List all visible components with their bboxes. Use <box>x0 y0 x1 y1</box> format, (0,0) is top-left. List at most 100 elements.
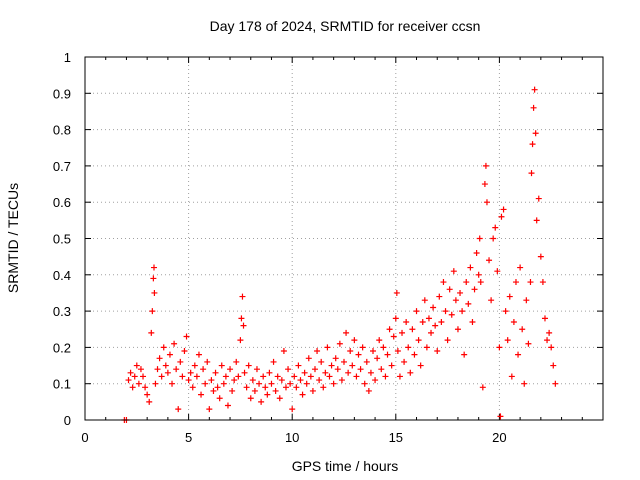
data-point <box>295 362 302 369</box>
data-point <box>353 373 360 380</box>
data-point <box>496 344 503 351</box>
data-point <box>405 344 412 351</box>
data-point <box>179 373 186 380</box>
data-point <box>483 199 490 206</box>
data-point <box>189 384 196 391</box>
data-point <box>454 326 461 333</box>
data-point <box>528 170 535 177</box>
data-point <box>510 318 517 325</box>
y-tick-label: 0 <box>64 413 71 428</box>
data-point <box>220 380 227 387</box>
x-tick-label: 5 <box>185 430 192 445</box>
data-point <box>262 384 269 391</box>
x-tick-labels: 0 5 10 15 20 <box>81 430 506 445</box>
data-point <box>527 279 534 286</box>
y-tick-label: 0.3 <box>53 304 71 319</box>
data-point <box>222 373 229 380</box>
data-point <box>316 377 323 384</box>
data-point <box>235 373 242 380</box>
data-point <box>421 297 428 304</box>
data-point <box>529 141 536 148</box>
data-point <box>440 279 447 286</box>
y-tick-label: 0.9 <box>53 86 71 101</box>
data-point <box>208 377 215 384</box>
data-point <box>365 387 372 394</box>
data-point <box>272 387 279 394</box>
data-point <box>195 351 202 358</box>
data-point <box>425 315 432 322</box>
data-point <box>530 104 537 111</box>
data-point <box>326 373 333 380</box>
data-point <box>287 380 294 387</box>
data-point <box>140 373 147 380</box>
data-point <box>442 308 449 315</box>
data-point <box>411 351 418 358</box>
data-point <box>314 348 321 355</box>
data-point <box>301 369 308 376</box>
data-point <box>438 318 445 325</box>
data-point <box>349 362 356 369</box>
x-tick-label: 20 <box>492 430 506 445</box>
data-point <box>299 391 306 398</box>
data-point <box>390 333 397 340</box>
data-point <box>330 380 337 387</box>
data-point <box>490 235 497 242</box>
data-point <box>535 195 542 202</box>
data-point <box>396 373 403 380</box>
data-point <box>303 380 310 387</box>
data-point <box>249 377 256 384</box>
data-point <box>160 344 167 351</box>
data-point <box>392 315 399 322</box>
data-point <box>276 395 283 402</box>
data-point <box>151 289 158 296</box>
x-tick-label: 15 <box>389 430 403 445</box>
data-point <box>384 351 391 358</box>
data-point <box>338 377 345 384</box>
data-points <box>121 86 559 423</box>
data-point <box>166 351 173 358</box>
data-point <box>345 369 352 376</box>
data-point <box>324 344 331 351</box>
data-point <box>245 362 252 369</box>
data-point <box>264 391 271 398</box>
data-point <box>452 297 459 304</box>
x-tick-label: 10 <box>285 430 299 445</box>
data-point <box>148 329 155 336</box>
data-point <box>185 377 192 384</box>
data-point <box>533 217 540 224</box>
data-point <box>229 387 236 394</box>
data-point <box>376 337 383 344</box>
data-point <box>539 279 546 286</box>
data-point <box>125 377 132 384</box>
data-point <box>282 384 289 391</box>
data-point <box>434 348 441 355</box>
data-point <box>459 308 466 315</box>
data-point <box>240 322 247 329</box>
data-point <box>481 181 488 188</box>
data-point <box>164 369 171 376</box>
data-point <box>191 362 198 369</box>
data-point <box>150 264 157 271</box>
data-point <box>504 337 511 344</box>
data-point <box>237 337 244 344</box>
data-point <box>544 337 551 344</box>
data-point <box>322 369 329 376</box>
data-point <box>407 369 414 376</box>
data-point <box>473 250 480 257</box>
data-point <box>363 358 370 365</box>
data-point <box>492 224 499 231</box>
data-point <box>476 235 483 242</box>
y-tick-label: 0.8 <box>53 123 71 138</box>
data-point <box>461 351 468 358</box>
data-point <box>380 344 387 351</box>
data-point <box>206 406 213 413</box>
data-point <box>500 206 507 213</box>
data-point <box>419 318 426 325</box>
data-point <box>318 358 325 365</box>
data-point <box>253 366 260 373</box>
data-point <box>200 366 207 373</box>
data-point <box>129 384 136 391</box>
data-point <box>548 344 555 351</box>
data-point <box>355 351 362 358</box>
